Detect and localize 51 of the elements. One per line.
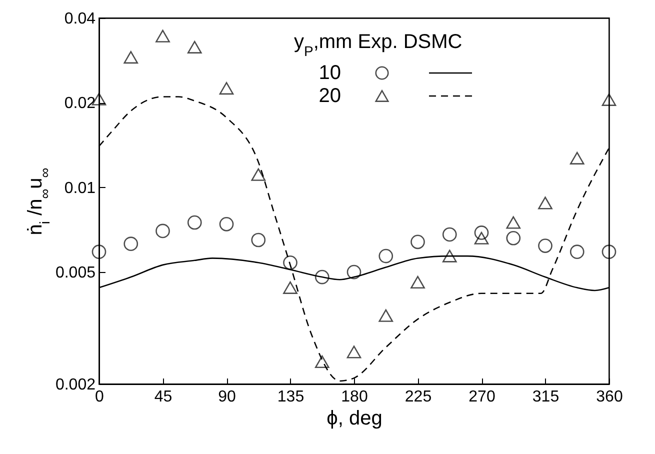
y-tick-label: 0.002 — [55, 376, 96, 394]
point — [570, 152, 584, 164]
point — [92, 244, 106, 259]
point — [251, 168, 266, 181]
point — [474, 232, 489, 244]
point — [506, 230, 521, 246]
x-tick-label: 45 — [154, 388, 172, 406]
point — [410, 276, 425, 289]
x-tick-label: 225 — [404, 388, 432, 406]
point — [506, 216, 521, 229]
y-tick-label: 0.02 — [64, 95, 96, 112]
legend-title: y$_{P}$,mm Exp. DSMC — [294, 31, 462, 59]
point — [251, 232, 266, 248]
point — [219, 82, 234, 95]
point — [410, 234, 425, 250]
y-tick-label: 0.005 — [55, 264, 96, 282]
legend-label: 10 — [318, 62, 341, 84]
point — [124, 50, 138, 64]
point — [538, 238, 552, 253]
point — [283, 281, 298, 294]
x-tick-label: 180 — [341, 388, 368, 406]
point — [602, 93, 616, 106]
y-tick-label: 0.01 — [64, 180, 96, 197]
point — [187, 215, 202, 230]
x-axis-title: ϕ, deg — [326, 408, 382, 430]
point — [378, 309, 394, 322]
x-tick-label: 0 — [95, 388, 104, 406]
point — [314, 355, 330, 368]
point — [219, 217, 234, 232]
point — [538, 196, 552, 210]
point — [124, 236, 138, 251]
point — [346, 346, 362, 358]
x-tick-label: 315 — [532, 388, 560, 406]
point — [442, 227, 457, 242]
x-tick-label: 135 — [277, 388, 304, 406]
point — [474, 226, 489, 240]
x-tick-label: 360 — [596, 388, 623, 406]
y-tick-label: 0.04 — [64, 10, 96, 28]
point — [283, 255, 298, 270]
point — [156, 30, 170, 42]
legend-label: 20 — [318, 85, 341, 107]
point — [187, 40, 202, 54]
x-tick-label: 90 — [218, 388, 236, 406]
point — [156, 224, 170, 238]
point — [346, 264, 362, 280]
point — [378, 248, 394, 264]
x-tick-label: 270 — [468, 388, 496, 406]
point — [314, 270, 330, 284]
point — [442, 250, 457, 262]
point — [570, 244, 584, 259]
point — [602, 244, 616, 259]
